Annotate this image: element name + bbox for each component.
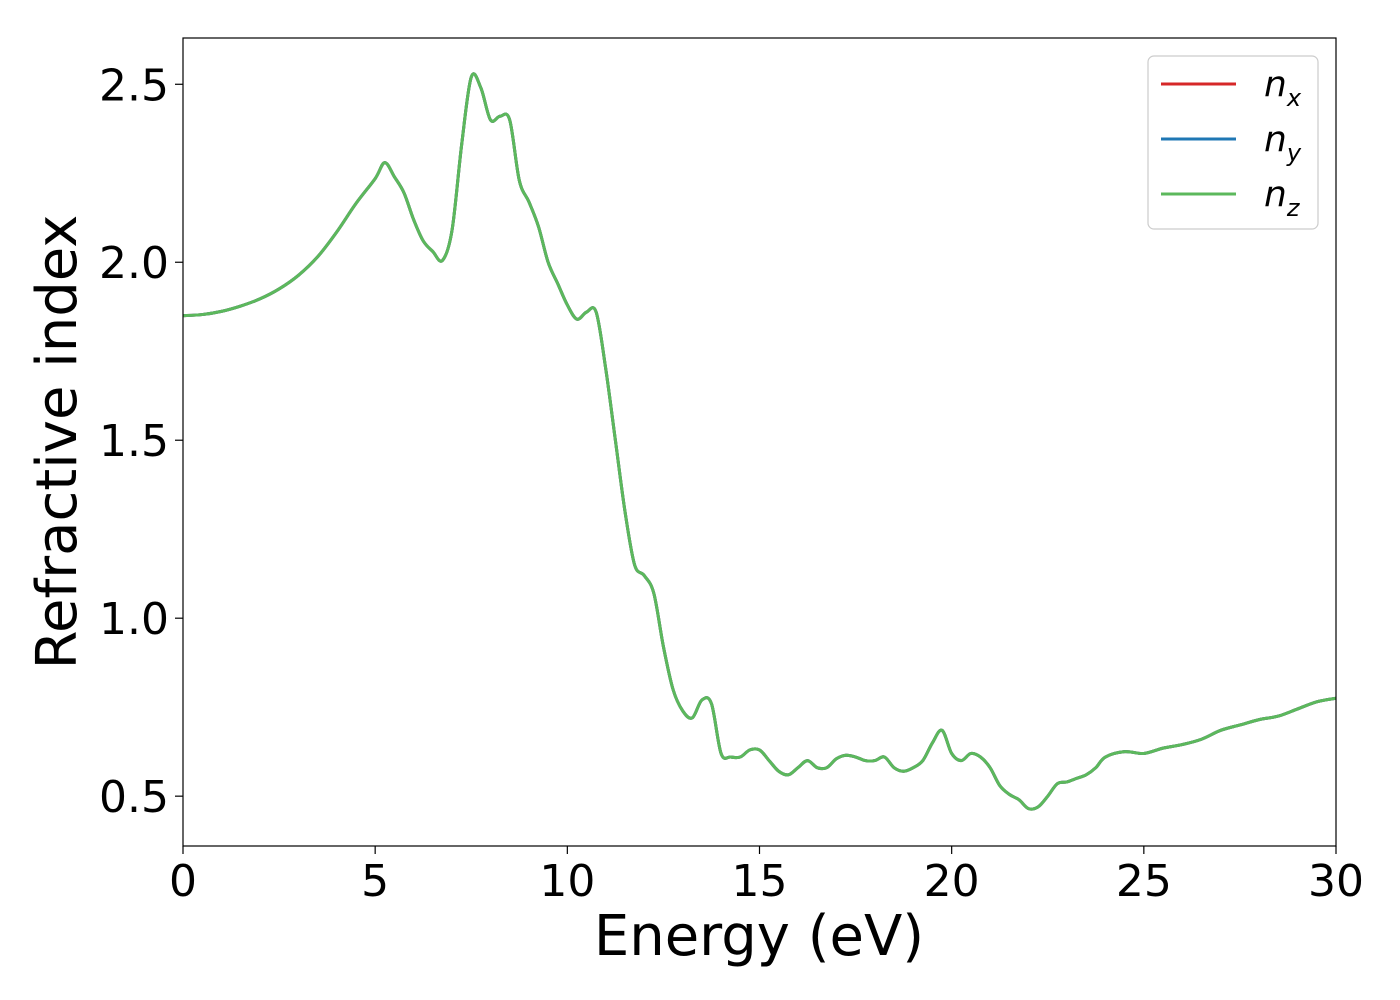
legend-subscript: x [1286, 84, 1302, 112]
y-tick-label: 2.5 [99, 60, 169, 111]
x-tick-label: 0 [169, 856, 197, 907]
y-tick-label: 1.5 [99, 416, 169, 467]
x-axis-label: Energy (eV) [594, 904, 924, 969]
y-axis-ticks: 0.5 1.0 1.5 2.0 2.5 [99, 60, 183, 823]
x-tick-label: 5 [361, 856, 389, 907]
legend-label-n-x: nx [1264, 64, 1302, 112]
y-tick-label: 2.0 [99, 238, 169, 289]
x-axis-ticks: 0 5 10 15 20 25 30 [169, 846, 1364, 907]
y-tick-label: 0.5 [99, 772, 169, 823]
x-tick-label: 25 [1116, 856, 1172, 907]
y-tick-label: 1.0 [99, 594, 169, 645]
legend-box [1147, 55, 1319, 230]
plot-lines [182, 72, 1337, 811]
y-axis-label: Refractive index [25, 215, 90, 670]
legend-subscript: z [1286, 194, 1301, 222]
series-line-n-z [182, 72, 1337, 811]
x-tick-label: 20 [924, 856, 980, 907]
x-tick-label: 30 [1308, 856, 1364, 907]
legend-subscript: y [1286, 139, 1302, 167]
x-tick-label: 10 [539, 856, 595, 907]
x-tick-label: 15 [732, 856, 788, 907]
